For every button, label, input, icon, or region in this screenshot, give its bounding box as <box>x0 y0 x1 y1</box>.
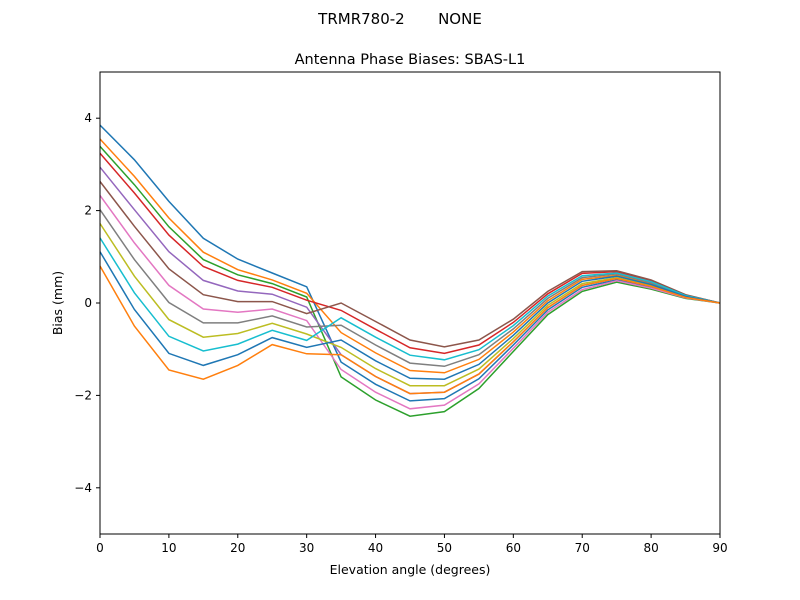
x-tick-label: 0 <box>96 541 104 555</box>
plot-frame <box>99 71 721 535</box>
x-axis-label: Elevation angle (degrees) <box>330 562 491 577</box>
series-line-7 <box>99 209 721 368</box>
x-tick-label: 80 <box>643 541 658 555</box>
series-line-1 <box>99 138 721 374</box>
x-axis: 0 10 20 30 40 50 60 70 80 90 <box>96 534 728 555</box>
y-tick-label: −4 <box>74 481 92 495</box>
x-tick-label: 50 <box>437 541 452 555</box>
x-tick-label: 10 <box>161 541 176 555</box>
y-tick-label: 4 <box>84 111 92 125</box>
y-tick-label: 2 <box>84 204 92 218</box>
series-lines <box>99 124 721 417</box>
series-line-10 <box>99 251 721 380</box>
x-tick-label: 90 <box>712 541 727 555</box>
series-line-11 <box>99 265 721 395</box>
chart-suptitle: TRMR780-2 NONE <box>317 10 482 28</box>
y-axis-label: Bias (mm) <box>50 271 65 335</box>
x-tick-label: 40 <box>368 541 383 555</box>
y-tick-label: 0 <box>84 296 92 310</box>
series-line-8 <box>99 223 721 387</box>
x-tick-label: 20 <box>230 541 245 555</box>
x-tick-label: 30 <box>299 541 314 555</box>
x-tick-label: 70 <box>575 541 590 555</box>
chart-title: Antenna Phase Biases: SBAS-L1 <box>295 52 526 68</box>
series-line-2 <box>99 145 721 417</box>
series-line-3 <box>99 152 721 355</box>
series-line-5 <box>99 181 721 348</box>
series-line-6 <box>99 194 721 410</box>
series-line-9 <box>99 237 721 361</box>
series-line-0 <box>99 124 721 402</box>
y-tick-label: −2 <box>74 388 92 402</box>
y-axis: −4 −2 0 2 4 <box>74 111 100 495</box>
x-tick-label: 60 <box>506 541 521 555</box>
